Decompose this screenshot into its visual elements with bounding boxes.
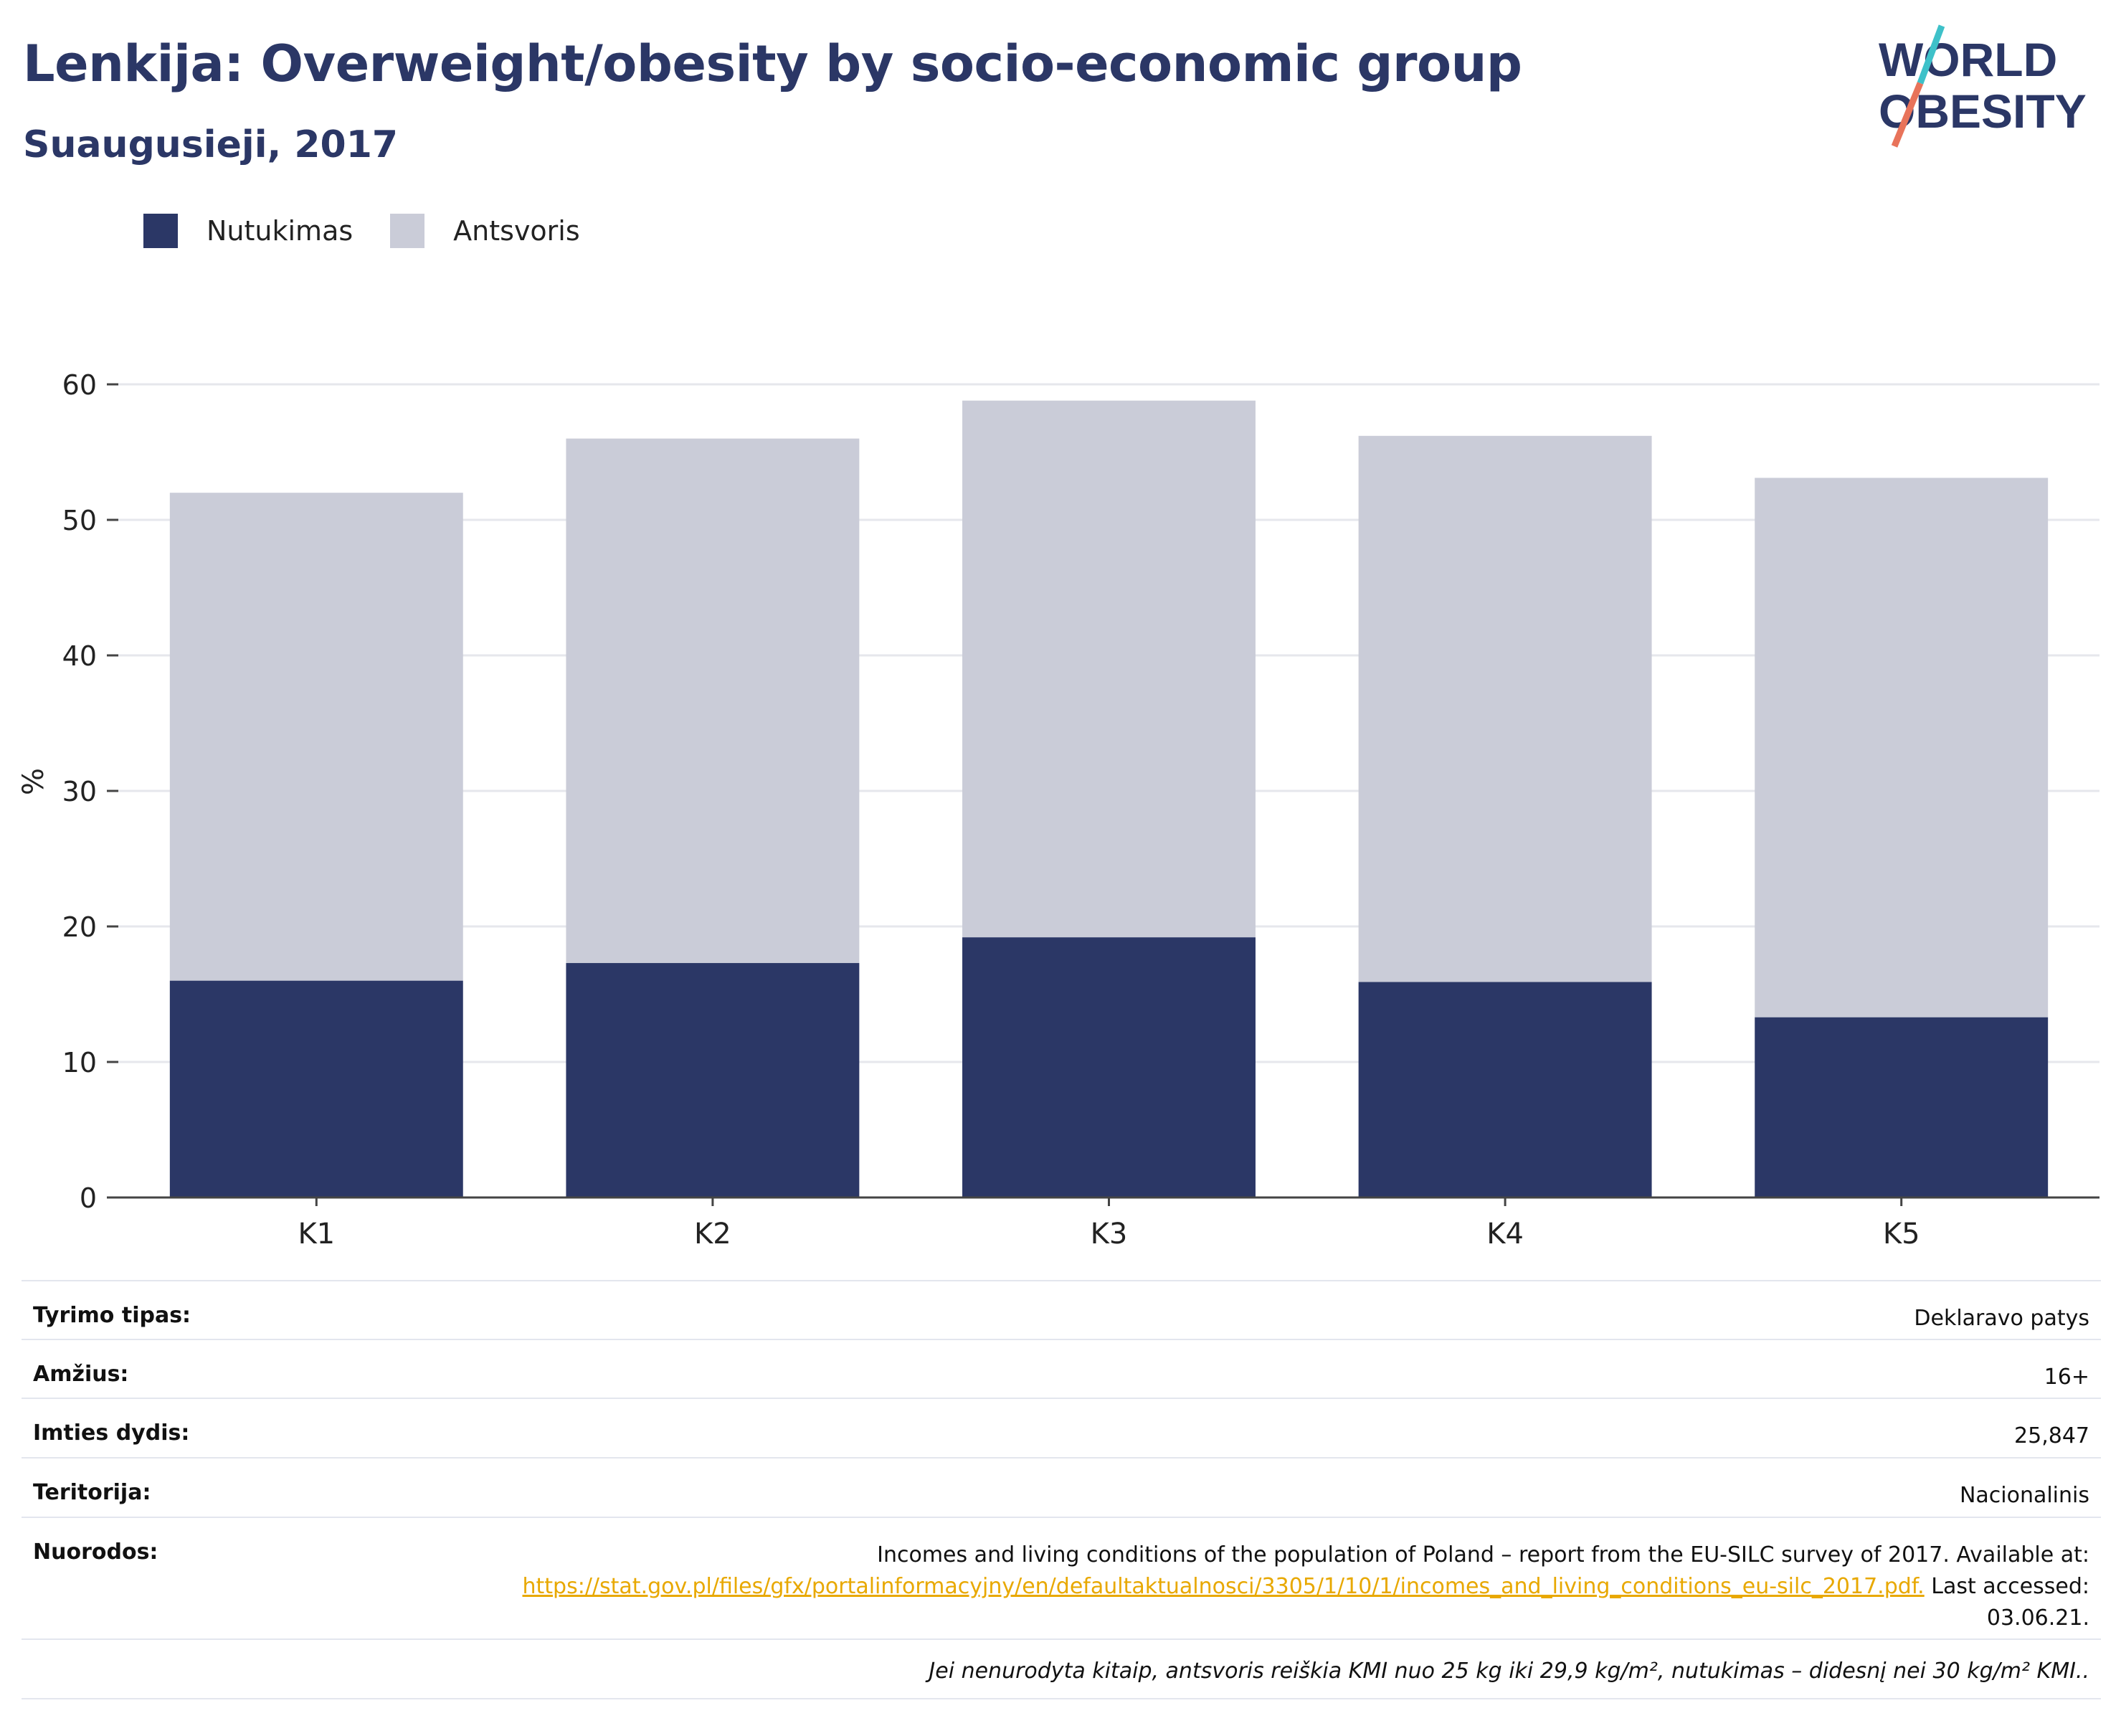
chart-legend: Nutukimas Antsvoris [143,214,617,248]
bar-obesity-k4[interactable] [1358,982,1652,1197]
y-tick-label: 10 [62,1047,97,1078]
legend-label-obesity: Nutukimas [207,215,354,247]
legend-label-overweight: Antsvoris [453,215,580,247]
reference-link[interactable]: https://stat.gov.pl/files/gfx/portalinfo… [522,1574,1925,1599]
x-tick-label: K4 [1486,1218,1524,1251]
meta-row-territory: Teritorija: Nacionalinis [22,1457,2101,1517]
y-tick-label: 30 [62,776,97,807]
x-axis: K1 K2 K3 K4 K5 [118,1196,2099,1251]
bar-overweight-k4[interactable] [1358,435,1652,982]
y-tick-label: 60 [62,369,97,401]
bar-obesity-k2[interactable] [566,963,860,1197]
legend-item-overweight[interactable]: Antsvoris [390,214,580,248]
logo-slash-top [1917,24,1945,85]
footnote: Jei nenurodyta kitaip, antsvoris reiškia… [22,1638,2101,1699]
bar-overweight-k3[interactable] [962,400,1256,938]
meta-key-territory: Teritorija: [33,1480,151,1505]
legend-swatch-obesity [143,214,178,248]
bar-obesity-k5[interactable] [1755,1017,2049,1197]
y-tick-label: 40 [62,640,97,672]
meta-row-references: Nuorodos: Incomes and living conditions … [22,1517,2101,1638]
meta-key-references: Nuorodos: [33,1540,158,1565]
meta-row-age: Amžius: 16+ [22,1339,2101,1398]
x-tick-label: K5 [1883,1218,1920,1251]
meta-value-sample-size: 25,847 [2014,1423,2089,1448]
y-tick-label: 50 [62,505,97,536]
meta-value-references: Incomes and living conditions of the pop… [455,1540,2090,1634]
x-tick-label: K2 [694,1218,731,1251]
meta-row-survey-type: Tyrimo tipas: Deklaravo patys [22,1280,2101,1339]
world-obesity-logo[interactable]: WORLD OBESITY [1864,20,2108,163]
stacked-bar-chart: 0 10 20 30 40 50 60 K1 K2 K3 K4 K5 % [17,369,2099,1251]
y-axis-label: % [17,768,50,795]
meta-key-sample-size: Imties dydis: [33,1420,190,1446]
reference-text: Incomes and living conditions of the pop… [877,1542,2089,1567]
page-subtitle: Suaugusieji, 2017 [23,123,399,166]
reference-accessed: Last accessed: 03.06.21. [1931,1574,2089,1631]
meta-key-survey-type: Tyrimo tipas: [33,1303,191,1328]
meta-row-sample-size: Imties dydis: 25,847 [22,1398,2101,1457]
y-axis: 0 10 20 30 40 50 60 [62,369,118,1214]
bar-overweight-k5[interactable] [1755,478,2049,1018]
meta-value-territory: Nacionalinis [1959,1483,2089,1508]
legend-item-obesity[interactable]: Nutukimas [143,214,353,248]
bar-overweight-k1[interactable] [169,493,463,981]
logo-line1: WORLD [1879,33,2057,86]
meta-key-age: Amžius: [33,1362,129,1387]
x-tick-label: K1 [298,1218,335,1251]
y-tick-label: 20 [62,911,97,943]
legend-swatch-overweight [390,214,425,248]
bar-overweight-k2[interactable] [566,438,860,964]
metadata-table: Tyrimo tipas: Deklaravo patys Amžius: 16… [22,1280,2101,1699]
chart-bars [169,400,2049,1197]
logo-slash-bottom [1891,82,1924,148]
page-title: Lenkija: Overweight/obesity by socio-eco… [23,34,1522,93]
bar-obesity-k1[interactable] [169,980,463,1197]
y-tick-label: 0 [80,1182,97,1214]
x-tick-label: K3 [1091,1218,1128,1251]
meta-value-survey-type: Deklaravo patys [1914,1306,2089,1331]
bar-obesity-k3[interactable] [962,937,1256,1197]
meta-value-age: 16+ [2044,1365,2089,1390]
